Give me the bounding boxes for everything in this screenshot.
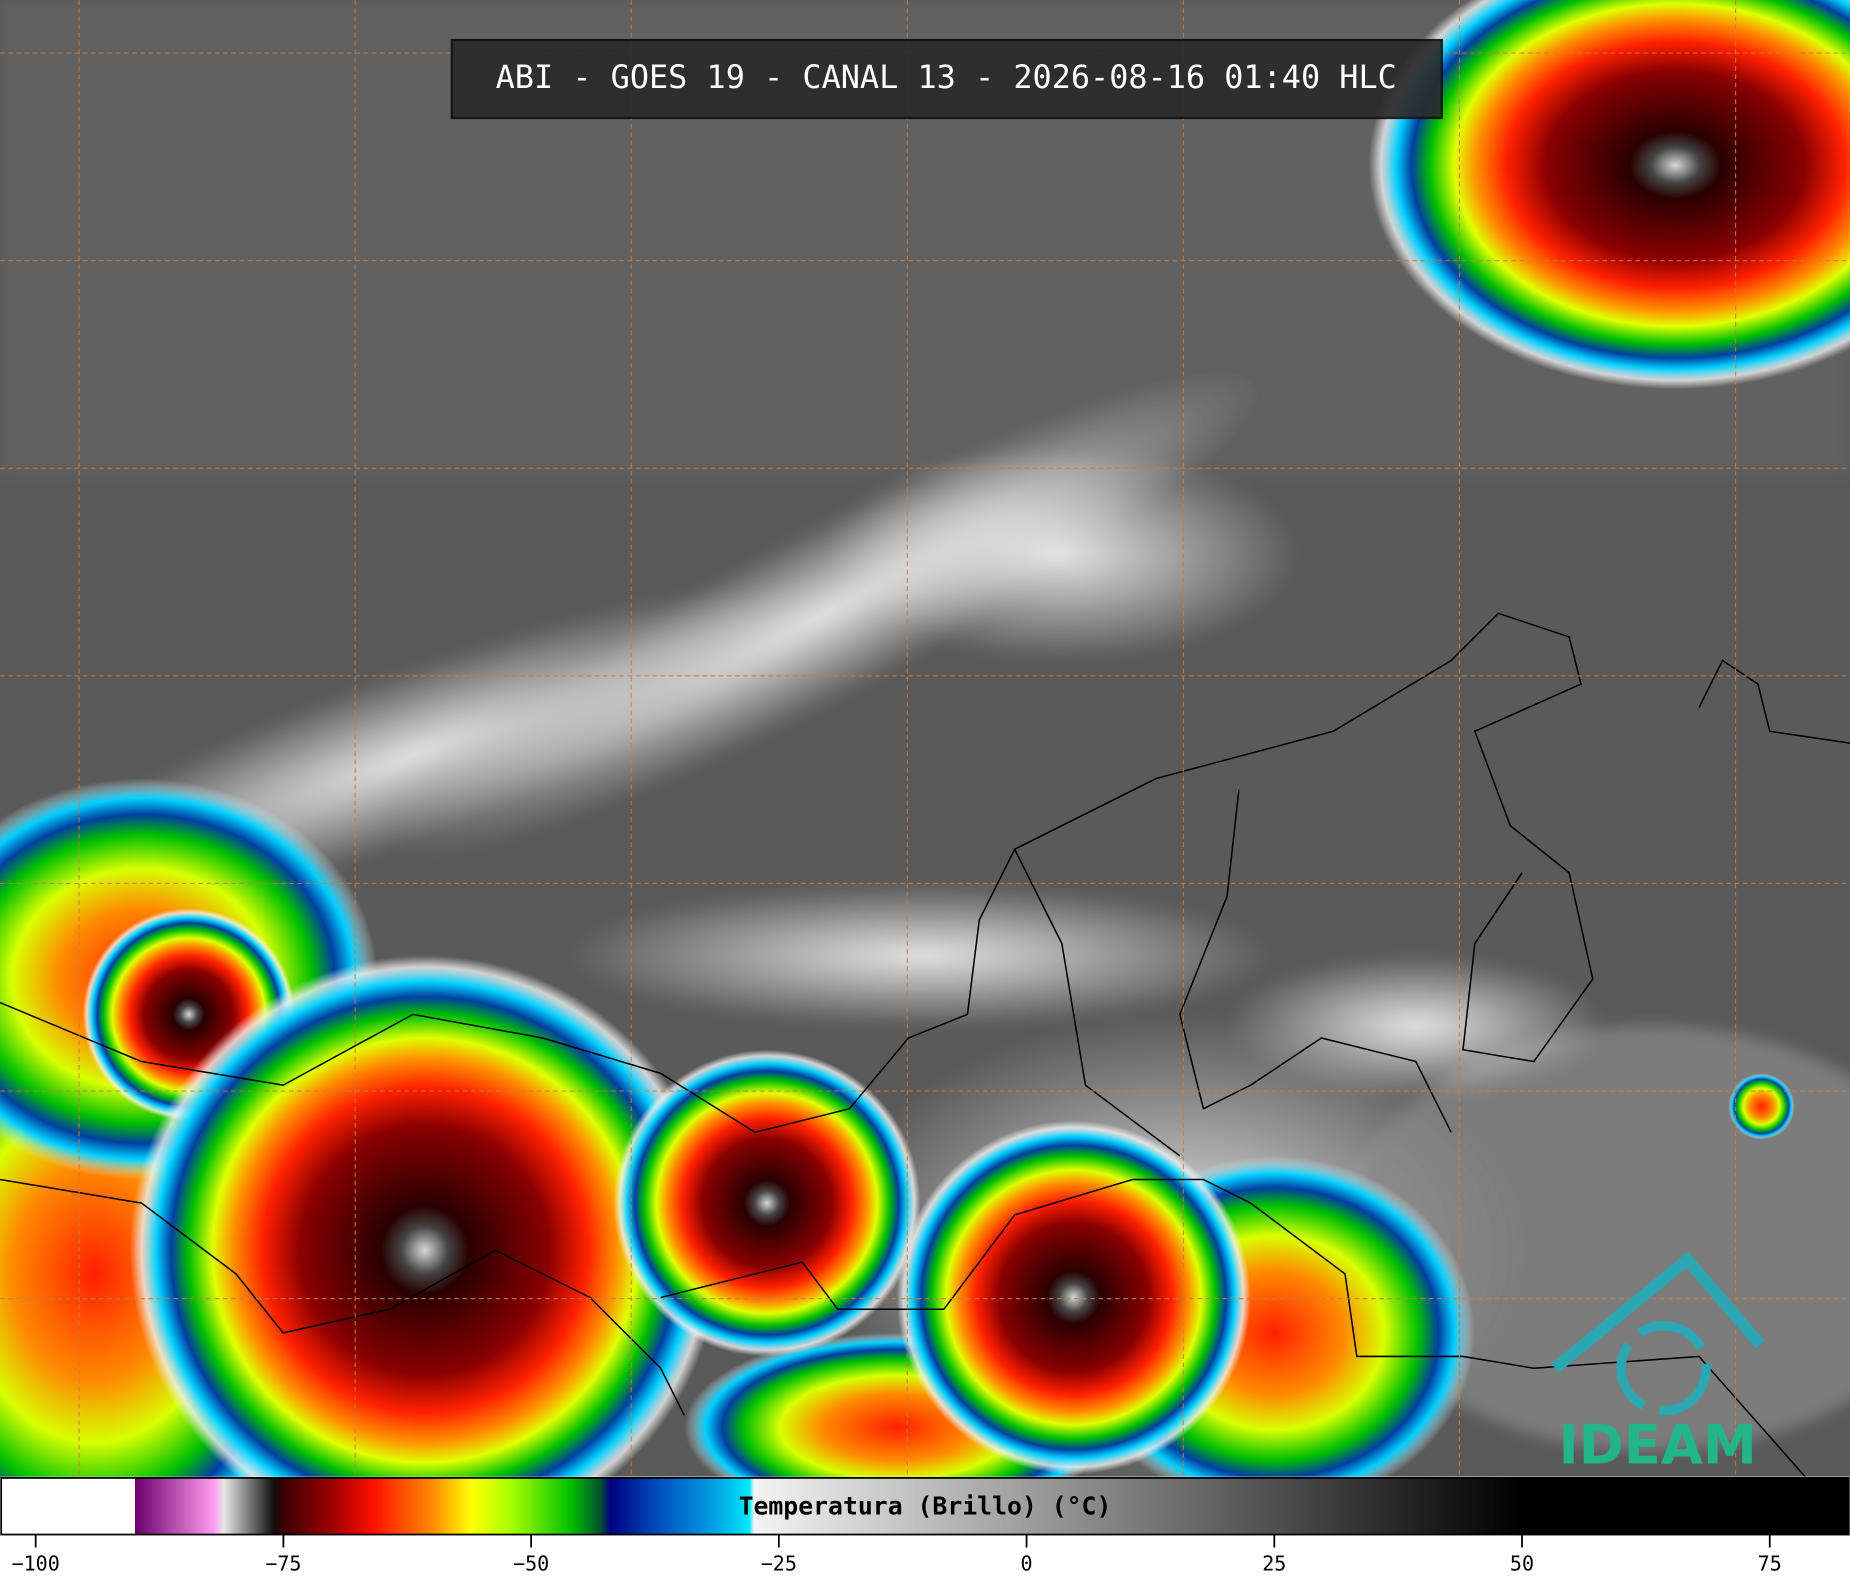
- logo-roof: [1551, 1251, 1765, 1373]
- tick-label: 0: [1021, 1552, 1033, 1576]
- tick-label: −75: [265, 1552, 301, 1576]
- tick-label: 25: [1262, 1552, 1286, 1576]
- colorbar-label: Temperatura (Brillo) (°C): [739, 1491, 1112, 1520]
- title-box: [450, 38, 1443, 120]
- colorbar-ticks: −100 −75 −50 −25 0 25 50 75: [12, 1534, 1782, 1576]
- logo-swirl: [1616, 1321, 1711, 1416]
- tick-label: −50: [513, 1552, 549, 1576]
- logo-text: IDEAM: [1559, 1414, 1757, 1477]
- tick-label: 50: [1510, 1552, 1534, 1576]
- tick-label: −25: [761, 1552, 797, 1576]
- tick-label: −100: [12, 1552, 60, 1576]
- coastlines: [0, 612, 1850, 1478]
- title: ABI - GOES 19 - CANAL 13 - 2026-08-16 01…: [496, 58, 1397, 96]
- tick-label: 75: [1758, 1552, 1782, 1576]
- colorbar: [0, 1477, 1850, 1536]
- graticule: [0, 0, 1850, 1477]
